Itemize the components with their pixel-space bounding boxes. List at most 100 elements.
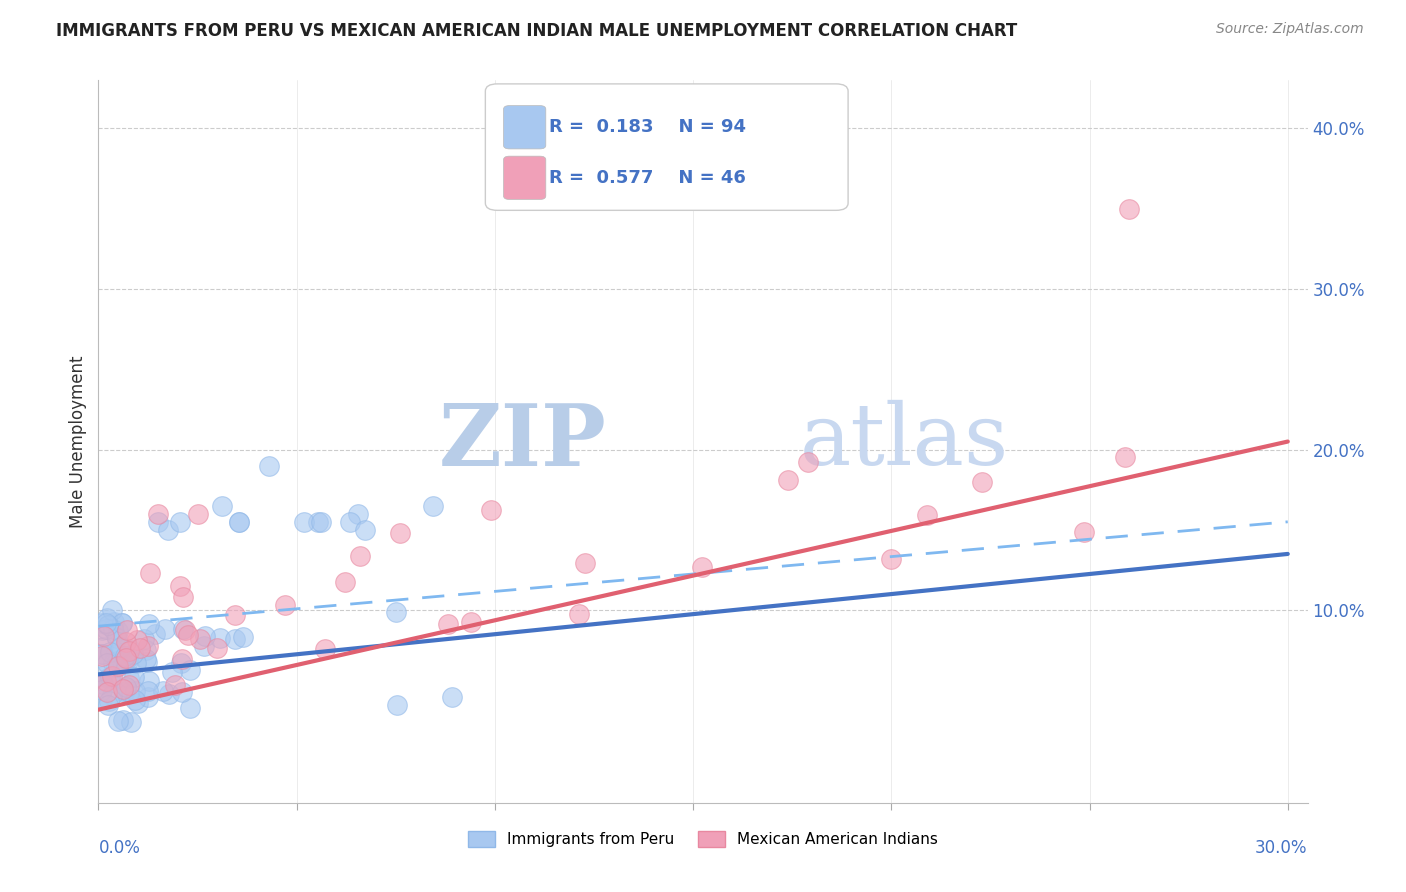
Point [135,652,157,666]
Point [104,629,127,643]
Point [384,606,406,620]
Point [349,549,371,563]
FancyBboxPatch shape [503,156,546,200]
Point [93,629,115,643]
Point [915,508,938,523]
Point [125,632,148,647]
Point [91,616,114,631]
Point [105,645,128,659]
Point [114,635,136,649]
Point [115,624,138,638]
Point [574,557,596,571]
Point [173,623,195,637]
Point [97,694,120,708]
Point [136,683,159,698]
Point [103,615,125,629]
Point [339,515,361,529]
Point [118,685,141,699]
Point [193,639,215,653]
Point [568,607,591,622]
Point [307,515,329,529]
Point [97,698,120,712]
Text: 0.0%: 0.0% [98,838,141,857]
Point [111,682,134,697]
Point [880,552,903,566]
Point [143,627,166,641]
Point [114,684,136,698]
Text: R =  0.183    N = 94: R = 0.183 N = 94 [550,119,747,136]
Point [273,598,295,612]
Point [91,692,114,706]
Point [112,685,135,699]
Point [97,671,120,685]
Point [105,654,128,668]
Point [100,670,122,684]
Point [194,629,217,643]
FancyBboxPatch shape [485,84,848,211]
Point [101,603,124,617]
Point [96,615,118,630]
Text: ZIP: ZIP [439,400,606,483]
Point [118,671,141,685]
Point [125,656,148,670]
Point [104,660,127,674]
Point [224,608,246,623]
Point [124,693,146,707]
Point [157,687,180,701]
Point [179,701,201,715]
Point [138,639,160,653]
Point [209,631,232,645]
Point [91,647,114,661]
Point [112,714,135,728]
Point [101,688,124,702]
FancyBboxPatch shape [503,105,546,149]
Point [138,674,160,689]
Point [105,631,128,645]
Point [436,617,458,632]
Point [389,525,412,540]
Point [114,654,136,668]
Point [170,652,193,666]
Point [96,673,118,688]
Point [259,458,281,473]
Point [117,654,139,668]
Point [134,632,156,646]
Point [117,651,139,665]
Point [354,523,377,537]
Point [776,473,799,487]
Point [96,611,118,625]
Point [148,515,170,529]
Point [422,499,444,513]
Point [1118,202,1140,216]
Point [120,643,142,657]
Point [104,648,127,663]
Point [127,697,149,711]
Point [179,663,201,677]
Point [385,698,408,713]
Point [460,615,482,629]
Point [232,630,254,644]
Point [163,678,186,692]
Point [91,624,114,638]
Point [94,622,117,636]
Point [110,615,132,630]
Point [172,622,194,636]
Point [91,648,114,662]
Point [1073,525,1095,540]
Point [122,648,145,662]
Point [101,656,124,670]
Point [107,714,129,728]
Point [136,690,159,704]
Point [228,515,250,529]
Point [138,617,160,632]
Point [211,499,233,513]
Point [115,680,138,694]
Point [169,579,191,593]
Point [188,632,211,647]
Point [107,659,129,673]
Point [91,677,114,691]
Point [91,648,114,663]
Point [138,566,160,580]
Point [96,684,118,698]
Text: R =  0.577    N = 46: R = 0.577 N = 46 [550,169,747,186]
